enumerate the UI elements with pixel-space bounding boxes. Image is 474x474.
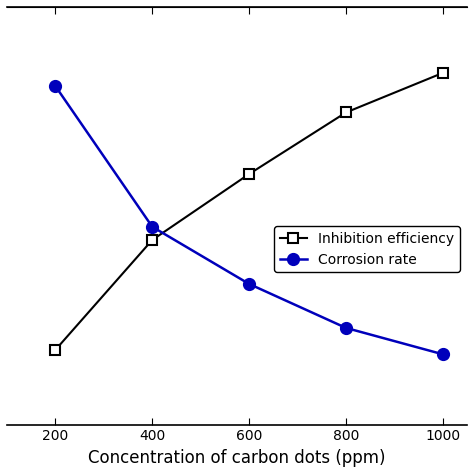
X-axis label: Concentration of carbon dots (ppm): Concentration of carbon dots (ppm) xyxy=(88,449,386,467)
Corrosion rate xyxy=(246,281,252,287)
Legend: Inhibition efficiency, Corrosion rate: Inhibition efficiency, Corrosion rate xyxy=(274,226,460,272)
Inhibition efficiency xyxy=(343,109,349,115)
Inhibition efficiency xyxy=(149,237,155,243)
Corrosion rate xyxy=(53,83,58,89)
Inhibition efficiency xyxy=(246,171,252,177)
Line: Corrosion rate: Corrosion rate xyxy=(50,81,448,360)
Inhibition efficiency xyxy=(440,70,446,76)
Corrosion rate xyxy=(343,325,349,331)
Line: Inhibition efficiency: Inhibition efficiency xyxy=(51,68,448,355)
Inhibition efficiency xyxy=(53,347,58,353)
Corrosion rate xyxy=(440,351,446,357)
Corrosion rate xyxy=(149,224,155,229)
